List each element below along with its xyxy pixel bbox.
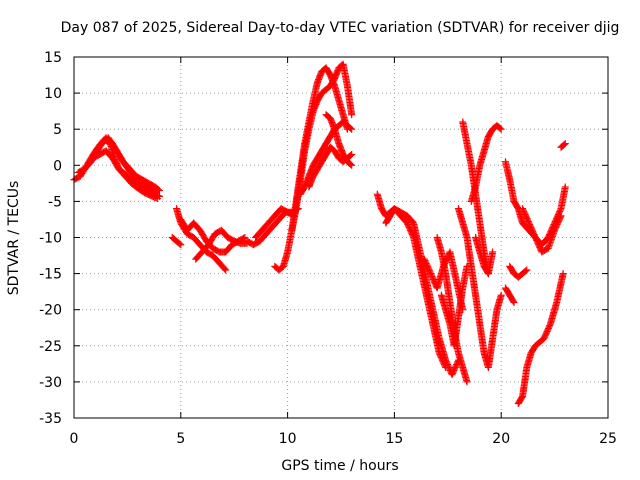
- data-point: [523, 266, 531, 274]
- y-tick-label: -15: [39, 267, 62, 283]
- x-tick-label: 15: [385, 431, 403, 447]
- series-26: [514, 270, 567, 408]
- data-point: [463, 378, 471, 386]
- data-point: [153, 195, 161, 203]
- data-point: [348, 125, 356, 133]
- data-point: [176, 240, 184, 248]
- data-point: [561, 183, 569, 191]
- series-19: [437, 262, 471, 350]
- data-point: [497, 291, 505, 299]
- data-point: [347, 160, 355, 168]
- series-4: [173, 205, 230, 274]
- data-point: [347, 124, 355, 132]
- data-point: [155, 187, 163, 195]
- y-tick-label: 10: [44, 86, 62, 102]
- x-tick-label: 0: [70, 431, 79, 447]
- series-13: [305, 143, 356, 191]
- y-tick-label: 0: [53, 158, 62, 174]
- grid: [74, 57, 608, 418]
- series-8: [243, 205, 302, 249]
- x-tick-label: 25: [599, 431, 617, 447]
- axis-ticks: [73, 56, 609, 419]
- data-point: [510, 298, 518, 306]
- data-point: [154, 186, 162, 194]
- series-28: [501, 284, 518, 306]
- data-point: [489, 248, 497, 256]
- data-points: [70, 60, 569, 408]
- x-tick-label: 5: [176, 431, 185, 447]
- y-tick-labels: 15 10 5 0 -5 -10 -15 -20 -25 -30 -35: [39, 50, 62, 427]
- y-tick-label: -35: [39, 411, 62, 427]
- data-point: [348, 111, 356, 119]
- series-29: [557, 140, 569, 151]
- y-tick-label: -30: [39, 375, 62, 391]
- y-tick-label: 15: [44, 50, 62, 66]
- data-point: [509, 297, 517, 305]
- data-point: [557, 212, 565, 220]
- series-7: [168, 234, 185, 249]
- data-point: [441, 362, 449, 370]
- series-2: [89, 147, 161, 203]
- series-16: [382, 205, 450, 371]
- x-tick-label: 10: [279, 431, 297, 447]
- series-14: [322, 111, 356, 169]
- data-point: [222, 266, 230, 274]
- y-tick-label: -10: [39, 231, 62, 247]
- data-point: [496, 124, 504, 132]
- data-point: [409, 232, 417, 240]
- data-point: [177, 241, 185, 249]
- data-point: [150, 188, 158, 196]
- data-point: [348, 161, 356, 169]
- data-point: [348, 150, 356, 158]
- x-tick-labels: 0 5 10 15 20 25: [70, 431, 617, 447]
- series-6: [192, 226, 251, 263]
- y-tick-label: -25: [39, 339, 62, 355]
- data-point: [347, 151, 355, 159]
- data-point: [556, 213, 564, 221]
- data-point: [560, 141, 568, 149]
- data-point: [151, 189, 159, 197]
- x-tick-label: 20: [492, 431, 510, 447]
- series-22: [467, 122, 505, 205]
- data-point: [556, 206, 564, 214]
- x-axis-label: GPS time / hours: [281, 458, 398, 474]
- y-tick-label: -20: [39, 303, 62, 319]
- chart-title: Day 087 of 2025, Sidereal Day-to-day VTE…: [61, 20, 620, 36]
- series-25: [506, 262, 531, 281]
- data-point: [559, 270, 567, 278]
- series-3: [104, 134, 159, 197]
- data-point: [522, 267, 530, 275]
- data-point: [561, 140, 569, 148]
- series-23: [472, 234, 497, 278]
- series-9: [252, 205, 298, 241]
- y-axis-label: SDTVAR / TECUs: [6, 181, 22, 296]
- data-point: [442, 363, 450, 371]
- data-point: [497, 125, 505, 133]
- series-27: [519, 205, 565, 256]
- series-20: [454, 205, 505, 371]
- y-tick-label: -5: [48, 194, 62, 210]
- data-point: [221, 265, 229, 273]
- y-tick-label: 5: [53, 122, 62, 138]
